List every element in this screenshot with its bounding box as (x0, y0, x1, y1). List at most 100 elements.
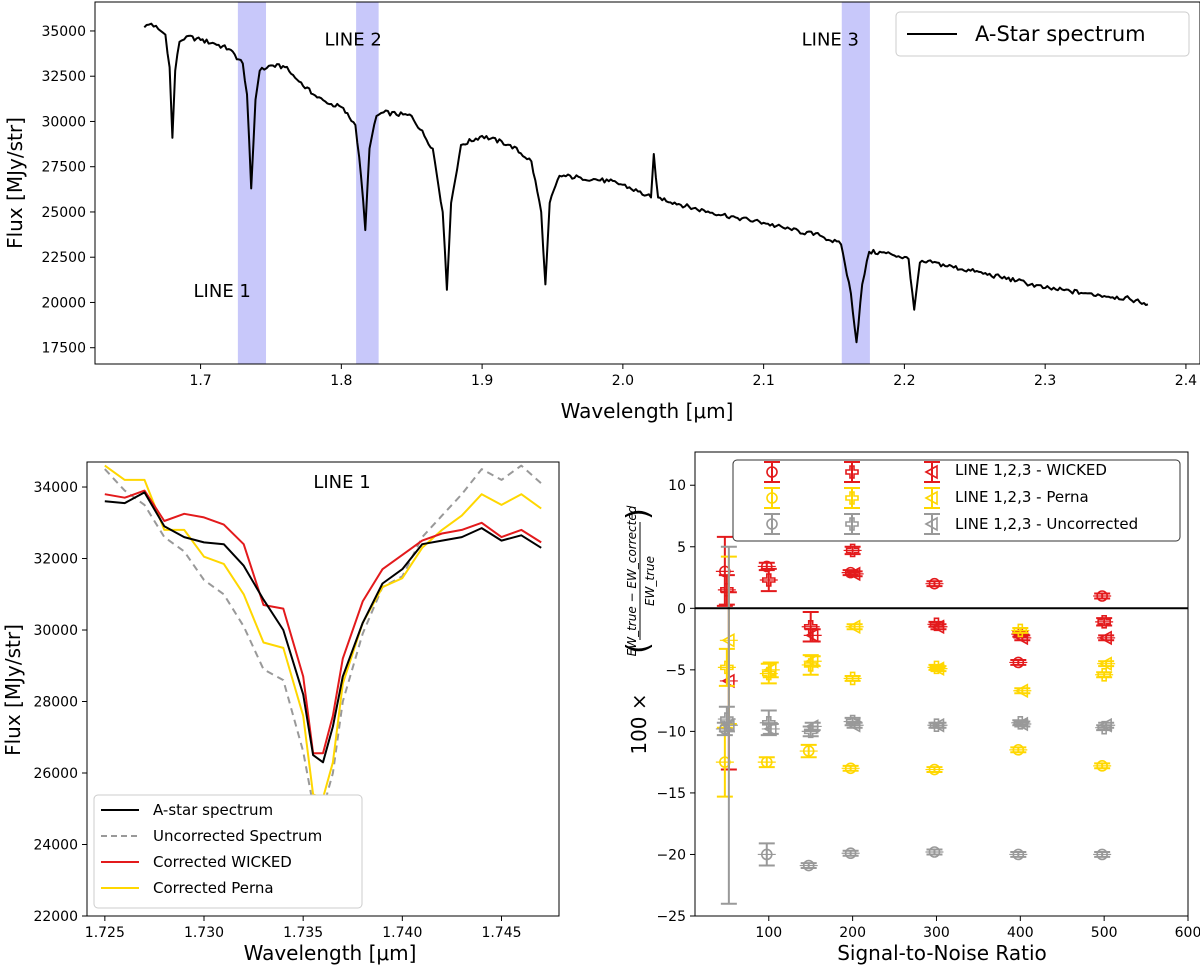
ew-y-label-open-paren: ( (621, 642, 656, 654)
line1-y-tick-label: 30000 (33, 623, 78, 639)
spectrum-x-tick-label: 2.4 (1175, 373, 1197, 389)
ew-y-label-prefix: 100 × (627, 693, 651, 754)
ew-panel: 100 200 300 400 500 600 −25 −20 −15 −10 −5 0 5 10 Si… (621, 451, 1200, 965)
line-band-label-2: LINE 2 (324, 29, 381, 50)
line1-y-tick-label: 32000 (33, 552, 78, 568)
spectrum-y-tick-label: 32500 (41, 69, 86, 85)
ew-y-tick-label: −15 (656, 786, 686, 802)
spectrum-panel: LINE 1 LINE 2 LINE 3 1.7 1.8 1.9 2.0 2.1 2.2 2.3… (3, 1, 1200, 423)
ew-point-circle (1012, 848, 1025, 861)
line-bands (237, 2, 870, 364)
ew-point-circle (1096, 760, 1108, 772)
ew-legend-plus-marker (845, 517, 859, 531)
ew-legend-circle-marker (766, 518, 778, 530)
ew-point-triangle (846, 619, 861, 635)
line1-y-ticks: 22000 24000 26000 28000 30000 32000 34000 (33, 480, 87, 925)
spectrum-x-tick-label: 1.7 (189, 373, 211, 389)
line-band-labels: LINE 1 LINE 2 LINE 3 (194, 29, 859, 302)
line1-x-tick-label: 1.725 (85, 925, 125, 941)
spectrum-legend-box (895, 11, 1190, 57)
ew-point-circle (1096, 590, 1108, 602)
ew-point-triangle (1098, 630, 1112, 646)
line1-y-tick-label: 34000 (33, 480, 78, 496)
line-band-3 (841, 2, 870, 364)
ew-point-circle (802, 745, 815, 757)
spectrum-x-ticks: 1.7 1.8 1.9 2.0 2.1 2.2 2.3 2.4 (189, 364, 1197, 389)
line-band-label-3: LINE 3 (802, 29, 859, 50)
ew-point-triangle (930, 717, 945, 733)
line1-x-ticks: 1.725 1.730 1.735 1.740 1.745 (85, 916, 522, 941)
line1-y-tick-label: 22000 (33, 909, 78, 925)
ew-points (715, 535, 1116, 905)
ew-point-triangle (763, 721, 777, 737)
ew-point-plus (1097, 615, 1111, 629)
uncorrected-line (104, 464, 542, 810)
line1-x-axis-label: Wavelength [μm] (244, 941, 417, 965)
perna-line (104, 464, 542, 799)
ew-y-tick-label: 5 (677, 540, 686, 556)
ew-y-tick-label: −25 (656, 909, 686, 925)
ew-legend-label-uncorrected: LINE 1,2,3 - Uncorrected (955, 515, 1138, 533)
spectrum-x-tick-label: 2.3 (1034, 373, 1056, 389)
line1-series (104, 464, 542, 810)
ew-y-label-numerator: EW_true − EW_corrected (625, 505, 639, 656)
ew-x-tick-label: 300 (923, 925, 950, 941)
ew-point-triangle (930, 619, 945, 635)
spectrum-x-tick-label: 1.9 (471, 373, 493, 389)
line1-y-tick-label: 26000 (33, 766, 78, 782)
legend-label-a-star: A-star spectrum (153, 801, 273, 819)
ew-y-tick-label: 10 (668, 478, 686, 494)
a-star-spectrum-line (143, 22, 1149, 344)
ew-y-tick-label: −10 (656, 724, 686, 740)
ew-point-circle (1012, 744, 1025, 756)
ew-y-tick-label: −5 (665, 663, 686, 679)
wicked-line (104, 489, 542, 755)
ew-legend-label-perna: LINE 1,2,3 - Perna (955, 488, 1089, 506)
ew-point-triangle (805, 653, 819, 669)
spectrum-x-tick-label: 2.0 (612, 373, 634, 389)
ew-point-triangle (1014, 716, 1029, 732)
ew-x-axis-label: Signal-to-Noise Ratio (837, 941, 1047, 965)
line1-x-tick-label: 1.745 (481, 925, 521, 941)
ew-legend-box (732, 459, 1181, 542)
ew-point-triangle (930, 661, 945, 676)
line1-legend: A-star spectrum Uncorrected Spectrum Cor… (93, 794, 363, 909)
spectrum-y-axis-label: Flux [MJy/str] (3, 117, 27, 249)
ew-legend-plus-marker (845, 491, 859, 505)
ew-point-plus (845, 543, 860, 558)
ew-point-triangle (1098, 656, 1112, 672)
legend-label-uncorrected: Uncorrected Spectrum (153, 827, 322, 845)
a-star-line (104, 491, 542, 764)
spectrum-x-axis-label: Wavelength [μm] (561, 399, 734, 423)
spectrum-y-ticks: 17500 20000 22500 25000 27500 30000 32500 35000 (41, 24, 95, 357)
ew-legend-triangle-marker (924, 516, 938, 532)
ew-point-plus (1097, 667, 1111, 682)
ew-legend-circle-marker (766, 466, 778, 478)
legend-label-wicked: Corrected WICKED (153, 853, 292, 871)
line1-annotation: LINE 1 (313, 472, 370, 493)
spectrum-y-tick-label: 27500 (41, 160, 86, 176)
ew-y-ticks: −25 −20 −15 −10 −5 0 5 10 (656, 478, 695, 925)
ew-x-tick-label: 500 (1091, 925, 1118, 941)
ew-point-plus (761, 573, 776, 587)
ew-point-circle (760, 756, 773, 768)
ew-point-circle (928, 577, 941, 590)
ew-legend-label-wicked: LINE 1,2,3 - WICKED (955, 461, 1107, 479)
ew-y-axis-label: 100 × ( EW_true − EW_corrected EW_true ) (621, 505, 657, 754)
ew-point-triangle (763, 662, 777, 678)
spectrum-x-tick-label: 2.1 (752, 373, 774, 389)
ew-x-tick-label: 600 (1175, 925, 1200, 941)
spectrum-x-tick-label: 1.8 (330, 373, 352, 389)
ew-y-tick-label: 0 (677, 601, 686, 617)
ew-point-circle (844, 762, 857, 775)
ew-point-triangle (1014, 683, 1029, 699)
spectrum-x-tick-label: 2.2 (893, 373, 915, 389)
line1-x-tick-label: 1.740 (382, 925, 422, 941)
line1-y-axis-label: Flux [MJy/str] (1, 624, 25, 756)
ew-point-circle (1096, 848, 1108, 861)
ew-legend-circle-marker (766, 492, 778, 504)
line-band-label-1: LINE 1 (194, 281, 251, 302)
ew-point-circle (1012, 656, 1025, 669)
ew-point-plus (845, 671, 860, 686)
